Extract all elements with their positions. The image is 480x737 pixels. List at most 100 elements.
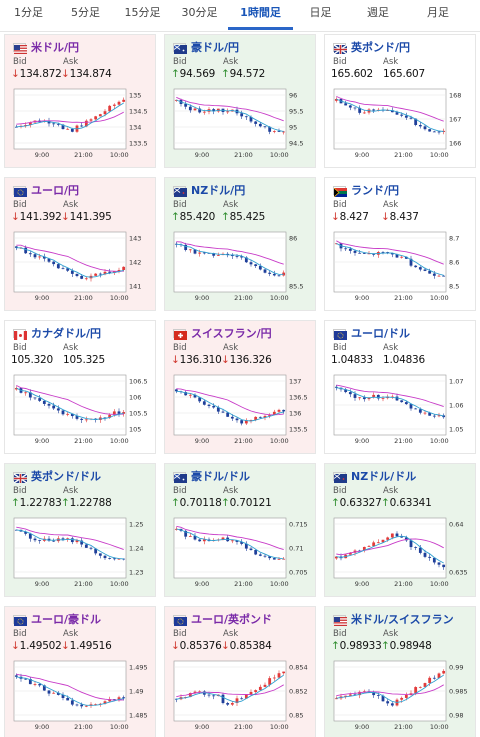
pair-title[interactable]: 英ポンド/円 [333, 39, 410, 55]
candle-body [272, 558, 276, 560]
y-tick-label: 135 [129, 91, 141, 99]
candle-body [216, 255, 220, 256]
tab-2[interactable]: 15分足 [124, 6, 161, 19]
x-tick-label: 9:00 [195, 437, 210, 445]
candle-body [226, 111, 230, 113]
pair-title[interactable]: ユーロ/豪ドル [13, 611, 101, 627]
candle-body [80, 704, 84, 707]
pair-title[interactable]: ユーロ/ドル [333, 325, 410, 341]
pair-title[interactable]: 米ドル/円 [13, 39, 79, 55]
moving-average-short [16, 676, 124, 706]
y-tick-label: 142 [129, 258, 141, 266]
candle-body [268, 414, 272, 416]
rate-card[interactable]: ユーロ/ドル Bid Ask 1.04833 1.04836 1.07 1.06 1.05 9:… [324, 320, 476, 454]
tab-5[interactable]: 日足 [309, 6, 332, 19]
pair-title[interactable]: NZドル/ドル [333, 468, 416, 484]
tab-0[interactable]: 1分足 [14, 6, 43, 19]
pair-title[interactable]: 豪ドル/円 [173, 39, 239, 55]
rate-card[interactable]: 英ポンド/ドル Bid Ask ↑1.22783 ↑1.22788 1.25 1.24 1.2… [4, 463, 156, 597]
rate-card[interactable]: ユーロ/豪ドル Bid Ask ↓1.49502 ↓1.49516 1.495 1.49 1.… [4, 606, 156, 737]
candle-body [84, 278, 88, 280]
pair-title[interactable]: ユーロ/円 [13, 182, 79, 198]
bid-price: 165.602 [331, 68, 374, 80]
x-tick-label: 9:00 [355, 580, 370, 588]
pair-title[interactable]: NZドル/円 [173, 182, 245, 198]
tab-4[interactable]: 1時間足 [228, 0, 293, 30]
y-tick-label: 1.23 [129, 568, 143, 576]
flag-icon [13, 42, 27, 54]
arrow-down-icon: ↓ [221, 640, 230, 652]
mini-chart: 1.25 1.24 1.23 9:00 21:00 10:00 [12, 514, 152, 594]
rate-card[interactable]: NZドル/円 Bid Ask ↑85.420 ↑85.425 86 85.5 9:00 21:0… [164, 177, 316, 311]
candle-body [249, 419, 253, 421]
y-tick-label: 1.06 [449, 401, 463, 409]
bid-price: ↓1.49502 [11, 640, 62, 652]
candle-body [386, 701, 390, 704]
candle-body [221, 411, 225, 413]
arrow-up-icon: ↑ [221, 68, 230, 80]
x-tick-label: 10:00 [110, 294, 129, 302]
candle-body [258, 266, 262, 270]
arrow-down-icon: ↓ [11, 640, 20, 652]
tab-6[interactable]: 週足 [367, 6, 389, 19]
rate-card[interactable]: カナダドル/円 Bid Ask 105.320 105.325 106.5 106 105.5… [4, 320, 156, 454]
x-tick-label: 21:00 [394, 580, 413, 588]
candle-body [108, 558, 112, 559]
pair-title[interactable]: 英ポンド/ドル [13, 468, 101, 484]
rate-card[interactable]: 米ドル/スイスフラン Bid Ask ↑0.98933 ↑0.98948 0.99 0.98… [324, 606, 476, 737]
moving-average-long [336, 95, 444, 122]
x-tick-label: 21:00 [234, 294, 253, 302]
pair-title[interactable]: ユーロ/英ポンド [173, 611, 272, 627]
bid-price: ↑0.63327 [331, 497, 382, 509]
candle-body [174, 389, 178, 392]
rate-card[interactable]: ユーロ/英ポンド Bid Ask ↓0.85376 ↓0.85384 0.854 0.852… [164, 606, 316, 737]
moving-average-long [176, 96, 284, 122]
moving-average-short [176, 674, 284, 703]
pair-title[interactable]: 豪ドル/ドル [173, 468, 250, 484]
tab-3[interactable]: 30分足 [181, 6, 218, 19]
rate-card[interactable]: 豪ドル/ドル Bid Ask ↑0.70118 ↑0.70121 0.715 0.71 0.7… [164, 463, 316, 597]
pair-title[interactable]: 米ドル/スイスフラン [333, 611, 454, 627]
mini-chart: 8.7 8.6 8.5 9:00 21:00 10:00 [332, 228, 472, 308]
candle-body [404, 115, 408, 118]
rate-card[interactable]: 豪ドル/円 Bid Ask ↑94.569 ↑94.572 96 95.5 95 94.5 9:0… [164, 34, 316, 168]
pair-title[interactable]: ランド/円 [333, 182, 399, 198]
candle-body [404, 256, 408, 259]
arrow-down-icon: ↓ [61, 68, 70, 80]
candle-body [400, 697, 404, 700]
moving-average-short [336, 98, 444, 132]
candle-body [386, 537, 390, 540]
candle-body [80, 540, 84, 545]
rate-card[interactable]: ランド/円 Bid Ask ↓8.427 ↓8.437 8.7 8.6 8.5 9:00 21:0… [324, 177, 476, 311]
candle-body [230, 254, 234, 257]
candle-body [414, 118, 418, 125]
mini-chart: 168 167 166 9:00 21:00 10:00 [332, 85, 472, 165]
pair-title[interactable]: カナダドル/円 [13, 325, 101, 341]
bid-label: Bid [173, 486, 187, 496]
rate-card[interactable]: スイスフラン/円 Bid Ask ↓136.310 ↓136.326 137 136.5 13… [164, 320, 316, 454]
bid-label: Bid [333, 343, 347, 353]
candle-body [249, 262, 253, 265]
candle-body [414, 265, 418, 268]
rate-card[interactable]: ユーロ/円 Bid Ask ↓141.392 ↓141.395 143 142 141 9:00… [4, 177, 156, 311]
candle-body [409, 404, 413, 409]
candle-body [390, 253, 394, 255]
x-tick-label: 10:00 [430, 437, 449, 445]
tab-1[interactable]: 5分足 [71, 6, 100, 19]
tab-7[interactable]: 月足 [427, 6, 449, 19]
candle-body [376, 394, 380, 399]
arrow-up-icon: ↑ [381, 640, 390, 652]
candle-body [28, 253, 32, 255]
y-tick-label: 0.985 [449, 687, 468, 695]
rate-card[interactable]: 英ポンド/円 Bid Ask 165.602 165.607 168 167 166 9:00 2… [324, 34, 476, 168]
pair-title[interactable]: スイスフラン/円 [173, 325, 272, 341]
ask-label: Ask [383, 343, 399, 353]
rate-card[interactable]: 米ドル/円 Bid Ask ↓134.872 ↓134.874 135 134.5 134 13… [4, 34, 156, 168]
flag-icon [173, 614, 187, 626]
candle-body [244, 257, 248, 263]
candle-body [263, 555, 267, 557]
flag-icon [173, 185, 187, 197]
candle-body [52, 123, 56, 125]
arrow-up-icon: ↑ [61, 497, 70, 509]
rate-card[interactable]: NZドル/ドル Bid Ask ↑0.63327 ↑0.63341 0.64 0.635 9:… [324, 463, 476, 597]
